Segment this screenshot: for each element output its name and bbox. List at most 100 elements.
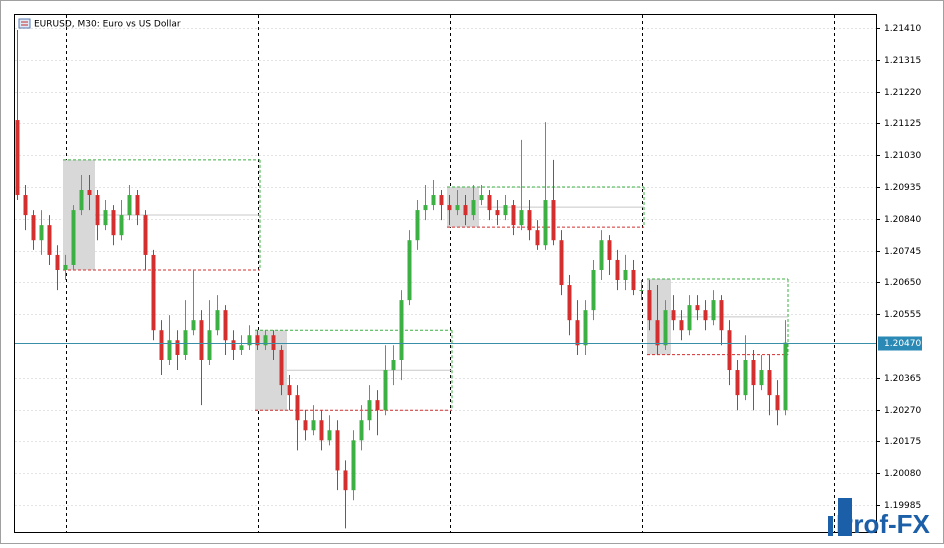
candle-body (135, 195, 140, 216)
axis-layer: 1.21410 1.21315 1.21220 1.21125 1.21030 1.209… (15, 24, 922, 511)
candle-body (31, 215, 36, 241)
candle-body (359, 420, 364, 441)
candle-body (687, 305, 692, 331)
candle-body (431, 195, 436, 206)
y-tick-label: 1.21410 (884, 24, 921, 34)
candle-body (119, 215, 124, 236)
candle-body (239, 345, 244, 350)
y-tick-label: 1.20650 (884, 278, 921, 288)
candle-body (759, 370, 764, 386)
candle-body (655, 320, 660, 346)
candle-body (415, 210, 420, 241)
candle-body (95, 195, 100, 226)
candle-body (79, 190, 84, 211)
y-tick-label: 1.20270 (884, 406, 921, 416)
candle-body (527, 210, 532, 231)
candle-body (247, 335, 252, 346)
candle-body (439, 195, 444, 206)
candle-body (583, 310, 588, 346)
candle-body (407, 240, 412, 301)
candle-body (231, 340, 236, 350)
y-tick-label: 1.21220 (884, 88, 921, 98)
candle-body (679, 320, 684, 331)
candle-body (399, 300, 404, 361)
candle-body (71, 210, 76, 265)
candle-body (383, 370, 388, 411)
y-tick-label: 1.20745 (884, 247, 921, 257)
candle-body (159, 330, 164, 361)
candle-body (87, 190, 92, 196)
candle-body (479, 195, 484, 201)
candle-body (519, 210, 524, 226)
candle-body (495, 210, 500, 216)
candle-body (567, 285, 572, 321)
candle-body (751, 360, 756, 386)
candle-body (351, 440, 356, 491)
candle-body (335, 430, 340, 471)
candle-body (319, 420, 324, 441)
candle-body (767, 370, 772, 396)
candle-body (391, 360, 396, 371)
candle-body (711, 300, 716, 321)
candle-body (783, 342, 788, 411)
candle-body (223, 310, 228, 341)
candle-body (671, 310, 676, 321)
y-tick-label: 1.20175 (884, 437, 921, 447)
y-tick-label: 1.21315 (884, 56, 921, 66)
candle-body (639, 290, 644, 292)
last-price-label: 1.20470 (884, 339, 921, 349)
candle-body (111, 210, 116, 236)
grid-layer (15, 28, 876, 506)
candle-body (343, 470, 348, 491)
y-tick-label: 1.19985 (884, 501, 921, 511)
candle-body (551, 200, 556, 241)
candle-body (183, 330, 188, 355)
candle-body (703, 310, 708, 321)
y-tick-label: 1.21030 (884, 151, 921, 161)
candle-body (191, 320, 196, 331)
candle-body (151, 254, 156, 331)
logo-bar (828, 516, 833, 536)
chart-title: EURUSD, M30: Euro vs US Dollar (34, 20, 181, 30)
candle-body (735, 370, 740, 396)
candle-body (719, 300, 724, 331)
candle-body (575, 320, 580, 346)
title-bar: EURUSD, M30: Euro vs US Dollar (18, 18, 181, 30)
candle-body (487, 195, 492, 211)
candle-body (327, 430, 332, 441)
candle-body (455, 205, 460, 211)
y-tick-label: 1.20935 (884, 183, 921, 193)
candle-body (15, 120, 20, 196)
candle-body (303, 420, 308, 431)
candle-body (727, 330, 732, 371)
y-tick-label: 1.20080 (884, 469, 921, 479)
last-price-tag (878, 336, 922, 351)
range-box (63, 159, 95, 270)
candle-body (263, 335, 268, 346)
candle-body (47, 225, 52, 255)
candle-body (663, 310, 668, 346)
candle-body (255, 335, 260, 346)
candle-body (631, 269, 636, 291)
candle-body (39, 225, 44, 241)
candle-body (167, 340, 172, 361)
candle-body (103, 210, 108, 226)
candle-body (127, 195, 132, 216)
symbol-icon (18, 18, 31, 29)
candle-body (199, 320, 204, 361)
session-separators (66, 15, 835, 532)
candle-body (63, 264, 68, 270)
candle-body (287, 385, 292, 396)
logo: Prof-FX (828, 498, 931, 539)
candle-body (207, 330, 212, 361)
y-tick-label: 1.20365 (884, 374, 921, 384)
candle-body (375, 400, 380, 411)
candle-body (647, 290, 652, 321)
logo-text: Prof-FX (836, 509, 931, 539)
candle-body (591, 269, 596, 311)
logo-bar (838, 498, 852, 536)
candle-body (535, 230, 540, 246)
candle-body (599, 240, 604, 270)
